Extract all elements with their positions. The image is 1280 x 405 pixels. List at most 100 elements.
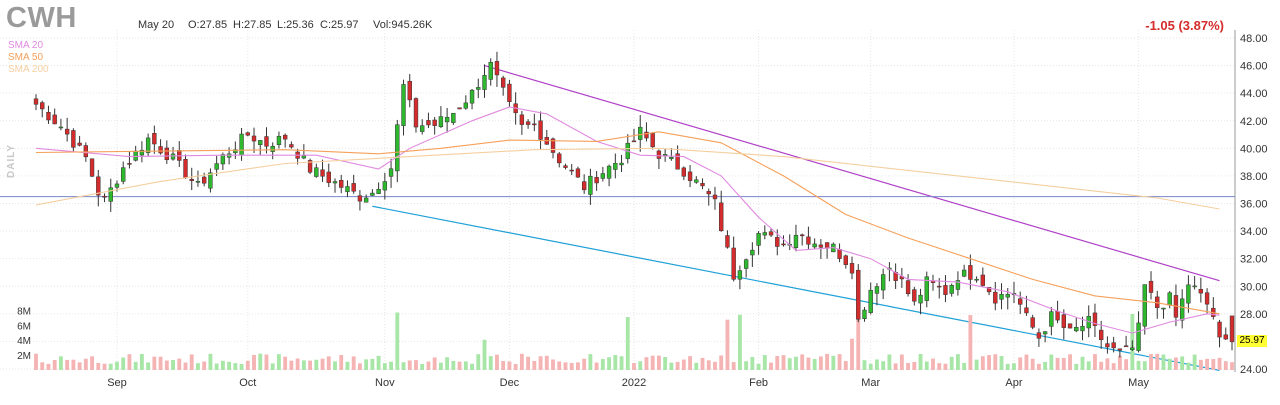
volume-bar — [102, 363, 107, 370]
candle-body — [89, 158, 95, 177]
candle-body — [581, 181, 587, 191]
volume-bar — [607, 357, 612, 370]
candle-body — [307, 160, 313, 173]
volume-bar — [1061, 357, 1066, 370]
y-tick-label: 38.00 — [1240, 171, 1268, 183]
volume-bar — [414, 360, 418, 370]
volume-bar — [90, 356, 94, 370]
volume-bar — [108, 363, 113, 370]
candle-body — [382, 181, 388, 191]
candle-body — [743, 259, 749, 269]
volume-bar — [638, 361, 643, 370]
candle-body — [986, 286, 992, 293]
candle-body — [1080, 326, 1085, 332]
volume-bar — [463, 361, 468, 370]
candle-body — [694, 179, 699, 183]
volume-bar — [220, 360, 225, 370]
candle-body — [619, 162, 624, 166]
volume-bar — [999, 356, 1004, 370]
candle-body — [482, 75, 487, 90]
candle-body — [220, 154, 226, 165]
volume-bar — [451, 360, 456, 370]
volume-bar — [1205, 358, 1210, 370]
candle-body — [1005, 294, 1010, 298]
volume-bar — [613, 354, 618, 370]
volume-bar — [569, 362, 574, 370]
candle-body — [127, 163, 132, 165]
volume-bar — [744, 361, 749, 370]
volume-bar — [1099, 361, 1104, 370]
volume-bar — [1012, 363, 1016, 370]
y-tick-label: 32.00 — [1240, 254, 1268, 266]
volume-bar — [576, 362, 580, 370]
candle-body — [594, 177, 599, 184]
candle-body — [1111, 342, 1116, 349]
volume-bar — [1217, 357, 1222, 370]
volume-bar — [644, 357, 649, 370]
volume-bar — [301, 360, 306, 370]
volume-bar — [750, 356, 755, 370]
volume-bar — [875, 359, 879, 370]
volume-bar — [1174, 357, 1178, 370]
volume-bar — [943, 363, 948, 370]
candle-body — [874, 286, 880, 294]
candle-body — [1067, 323, 1073, 329]
volume-bar — [34, 353, 38, 370]
volume-bar — [164, 360, 169, 370]
volume-bar — [1155, 353, 1160, 370]
candle-body — [800, 234, 805, 237]
volume-bar — [906, 362, 911, 370]
volume-bar — [1230, 362, 1234, 370]
volume-bar — [1136, 360, 1141, 370]
y-tick-label: 24.00 — [1240, 364, 1268, 376]
candle-body — [326, 171, 331, 183]
volume-bar — [862, 360, 867, 370]
candle-body — [77, 142, 82, 146]
volume-bar — [1049, 354, 1054, 370]
candle-body — [650, 133, 655, 148]
candle-body — [1167, 292, 1172, 306]
x-tick-label: Apr — [1005, 377, 1022, 389]
candle-body — [1049, 311, 1054, 327]
volume-bar — [270, 363, 275, 370]
candle-body — [40, 102, 45, 110]
candle-body — [557, 153, 562, 164]
volume-bar — [881, 361, 886, 370]
volume-bar — [519, 353, 524, 370]
candle-body — [96, 176, 101, 196]
candle-body — [905, 280, 911, 294]
volume-bar — [800, 354, 805, 370]
volume-bar — [1192, 354, 1197, 370]
volume-bar — [713, 361, 717, 370]
x-tick-label: Mar — [861, 377, 880, 389]
volume-bar — [594, 362, 599, 370]
volume-tick-label: 4M — [17, 336, 31, 347]
volume-tick-label: 6M — [17, 321, 31, 332]
volume-bar — [1018, 357, 1023, 370]
candle-body — [1074, 327, 1079, 332]
candle-body — [376, 189, 381, 194]
candle-body — [444, 116, 450, 123]
candle-body — [706, 191, 711, 195]
candle-body — [388, 168, 394, 177]
candle-body — [1179, 298, 1185, 321]
candle-body — [1036, 332, 1042, 339]
candle-body — [700, 183, 705, 187]
volume-bar — [152, 356, 157, 370]
candle-body — [1092, 312, 1098, 326]
volume-bar — [1161, 354, 1166, 370]
volume-bar — [688, 356, 692, 370]
candle-body — [993, 291, 998, 304]
volume-bar — [407, 360, 412, 370]
volume-bar — [96, 362, 101, 370]
legend-sma-20: SMA 20 — [8, 40, 44, 51]
volume-bar — [993, 354, 998, 370]
candle-body — [52, 114, 57, 125]
volume-bar — [781, 355, 786, 370]
candle-body — [569, 169, 574, 172]
volume-bar — [650, 355, 655, 370]
candle-body — [332, 181, 338, 184]
candle-body — [258, 140, 263, 146]
